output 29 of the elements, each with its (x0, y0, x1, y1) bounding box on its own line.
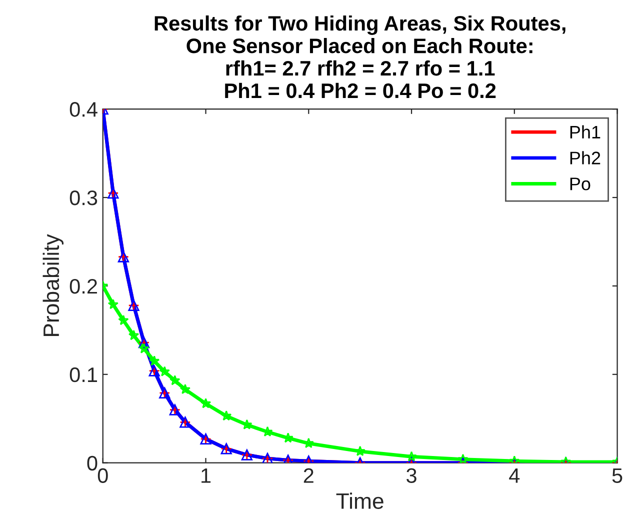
y-tick-label: 0 (87, 456, 98, 471)
point (149, 356, 160, 366)
legend-label: Ph1 (570, 125, 600, 138)
x-tick-label: 4 (509, 468, 520, 483)
point (242, 419, 252, 430)
point (128, 330, 140, 340)
legend-label: Ph2 (570, 151, 600, 164)
point (118, 314, 129, 326)
point (458, 454, 468, 463)
point (221, 410, 232, 421)
point (108, 298, 118, 310)
x-tick-label: 1 (202, 468, 211, 483)
point (138, 343, 150, 354)
x-tick-label: 5 (612, 468, 622, 484)
chart-title: Results for Two Hiding Areas, Six Routes, One Sensor Placed on Each Route: rfh1= 2.7 rfh2 = 2.7 rfo = 1.1 Ph1 = 0.4 Ph2 = 0.4 Po = 0.2 (154, 15, 566, 98)
point (159, 366, 170, 376)
y-tick-label: 0.4 (70, 102, 98, 117)
y-tick-label: 0.3 (70, 190, 98, 206)
x-tick-label: 0 (98, 468, 108, 484)
y-axis-title: Probability (42, 234, 64, 336)
x-tick-label: 2 (304, 468, 314, 483)
legend-label: Po (570, 178, 590, 190)
x-axis-title: Time (336, 492, 384, 509)
y-tick-label: 0.1 (70, 367, 98, 382)
y-tick-label: 0.2 (70, 278, 97, 294)
point (200, 398, 212, 408)
point (180, 384, 190, 394)
point (170, 375, 180, 386)
x-tick-label: 3 (406, 468, 416, 484)
